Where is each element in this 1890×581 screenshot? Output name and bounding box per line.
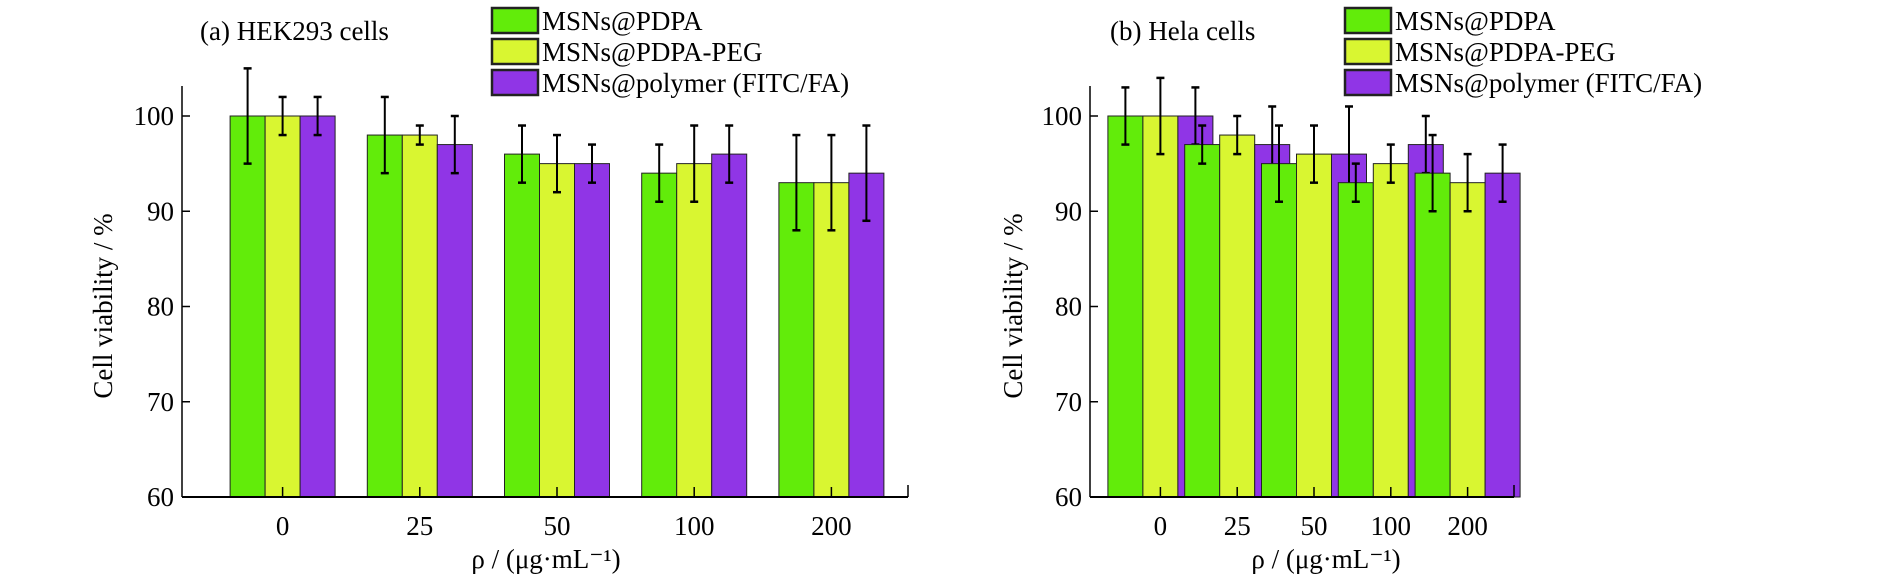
y-axis-label: Cell viability / % [88,213,118,398]
legend-swatch [490,68,540,97]
bar [641,172,678,498]
legend-label: MSNs@PDPA [1395,6,1556,36]
bar [1261,163,1297,498]
x-tick-label: 0 [276,511,290,541]
bar [539,163,575,498]
bar [1414,172,1451,498]
panel-a-hek293: (a) HEK293 cells ρ / (μg·mL⁻¹) Cell viab… [88,6,909,574]
legend-label: MSNs@PDPA-PEG [1395,37,1615,67]
bar [711,153,748,498]
bar [1372,163,1409,498]
panel-b-hela: (b) Hela cells ρ / (μg·mL⁻¹) Cell viabil… [998,6,1702,574]
y-tick-label: 100 [1042,101,1083,131]
legend-label: MSNs@PDPA [542,6,703,36]
x-tick-label: 50 [544,511,571,541]
x-axis-label: ρ / (μg·mL⁻¹) [1251,544,1400,574]
chart-title: (a) HEK293 cells [200,16,389,46]
bar [229,115,266,498]
legend-label: MSNs@polymer (FITC/FA) [1395,68,1702,98]
bar [676,163,713,498]
bar [813,182,850,498]
bar [401,134,438,498]
y-tick-label: 70 [147,387,174,417]
legend-swatch [490,6,540,35]
bar [366,134,403,498]
y-tick-label: 60 [1055,482,1082,512]
bar [1142,115,1179,498]
y-tick-label: 90 [1055,196,1082,226]
bar [1337,182,1374,498]
y-axis-label: Cell viability / % [998,213,1028,398]
bar [436,144,473,498]
x-tick-label: 200 [1447,511,1488,541]
bar [1184,144,1221,498]
legend-swatch [1343,6,1393,35]
bar [848,172,885,498]
legend-swatch [490,37,540,66]
bar [574,163,610,498]
x-tick-label: 25 [406,511,433,541]
x-tick-label: 100 [1371,511,1412,541]
legend-swatch [1343,68,1393,97]
bar [504,153,540,498]
bar [264,115,301,498]
y-tick-label: 80 [1055,292,1082,322]
legend-label: MSNs@PDPA-PEG [542,37,762,67]
y-tick-label: 90 [147,196,174,226]
legend-swatch [1343,37,1393,66]
x-axis-label: ρ / (μg·mL⁻¹) [471,544,620,574]
legend-label: MSNs@polymer (FITC/FA) [542,68,849,98]
bar [1219,134,1256,498]
x-tick-label: 50 [1301,511,1328,541]
x-tick-label: 25 [1224,511,1251,541]
bar [299,115,336,498]
bar [1449,182,1486,498]
bar [1296,153,1332,498]
y-tick-label: 80 [147,292,174,322]
y-tick-label: 70 [1055,387,1082,417]
x-tick-label: 100 [674,511,715,541]
y-tick-label: 100 [134,101,175,131]
x-tick-label: 0 [1154,511,1168,541]
chart-title: (b) Hela cells [1110,16,1255,46]
bar [778,182,815,498]
x-tick-label: 200 [811,511,852,541]
bar [1107,115,1144,498]
bar [1484,172,1521,498]
y-tick-label: 60 [147,482,174,512]
